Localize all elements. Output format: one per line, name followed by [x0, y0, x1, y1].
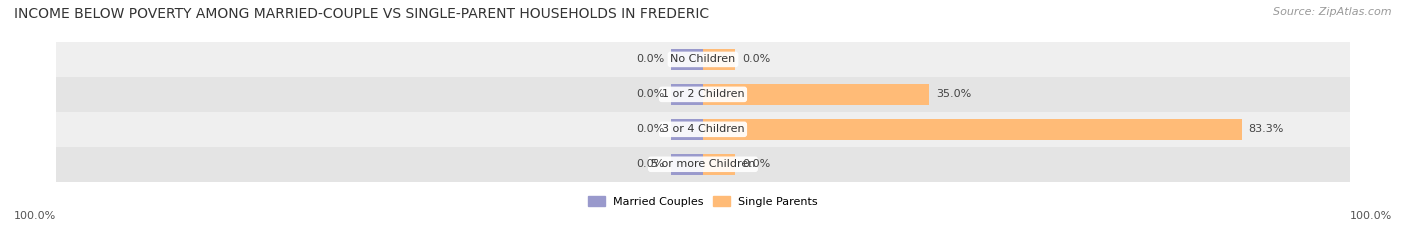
Text: 0.0%: 0.0%: [636, 89, 664, 99]
Text: No Children: No Children: [671, 55, 735, 64]
Bar: [56, 77, 1350, 112]
Bar: [56, 112, 1350, 147]
Bar: [703, 84, 929, 105]
Bar: [671, 119, 703, 140]
Text: 100.0%: 100.0%: [14, 211, 56, 221]
Text: 100.0%: 100.0%: [1350, 211, 1392, 221]
Text: 0.0%: 0.0%: [742, 159, 770, 169]
Bar: [671, 154, 703, 175]
Bar: [671, 49, 703, 70]
Bar: [703, 154, 735, 175]
Bar: [703, 119, 1241, 140]
Legend: Married Couples, Single Parents: Married Couples, Single Parents: [588, 196, 818, 207]
Text: 83.3%: 83.3%: [1249, 124, 1284, 134]
Text: 35.0%: 35.0%: [936, 89, 972, 99]
Text: Source: ZipAtlas.com: Source: ZipAtlas.com: [1274, 7, 1392, 17]
Text: 0.0%: 0.0%: [742, 55, 770, 64]
Text: 0.0%: 0.0%: [636, 159, 664, 169]
Bar: [671, 84, 703, 105]
Text: INCOME BELOW POVERTY AMONG MARRIED-COUPLE VS SINGLE-PARENT HOUSEHOLDS IN FREDERI: INCOME BELOW POVERTY AMONG MARRIED-COUPL…: [14, 7, 709, 21]
Text: 0.0%: 0.0%: [636, 55, 664, 64]
Bar: [56, 42, 1350, 77]
Text: 0.0%: 0.0%: [636, 124, 664, 134]
Text: 1 or 2 Children: 1 or 2 Children: [662, 89, 744, 99]
Bar: [703, 49, 735, 70]
Text: 3 or 4 Children: 3 or 4 Children: [662, 124, 744, 134]
Text: 5 or more Children: 5 or more Children: [651, 159, 755, 169]
Bar: [56, 147, 1350, 182]
